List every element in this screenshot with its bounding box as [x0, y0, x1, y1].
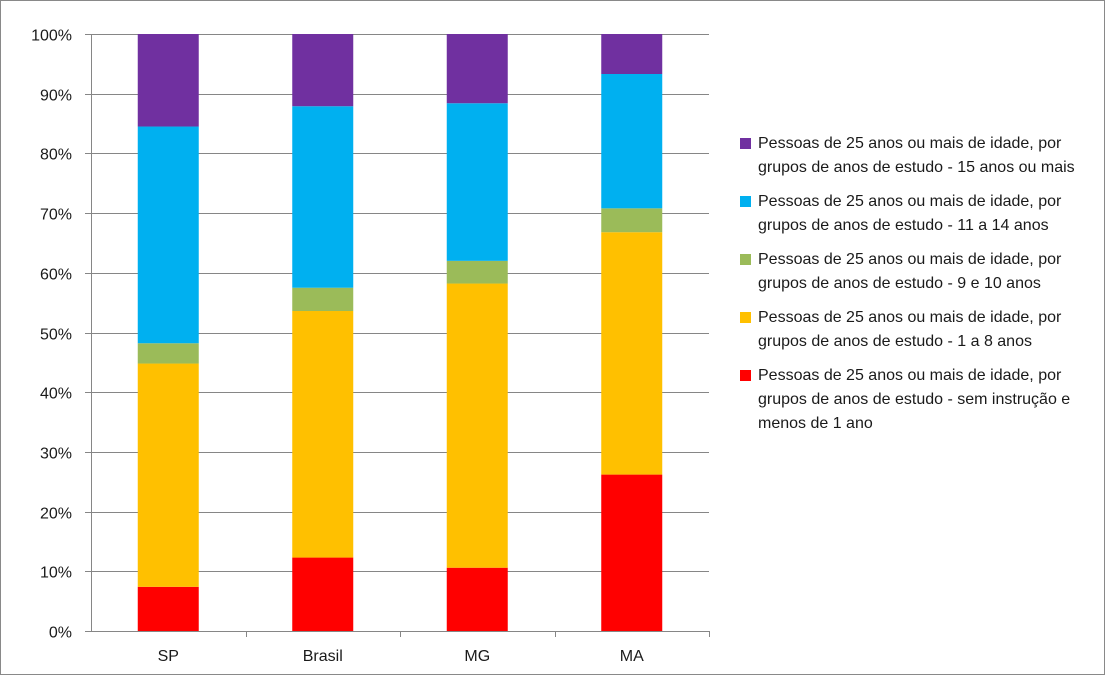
- y-tick-label: 30%: [40, 446, 72, 463]
- legend-item: Pessoas de 25 anos ou mais de idade, por…: [740, 190, 1090, 238]
- y-tick-label: 80%: [40, 147, 72, 164]
- bar-segment-mg-series-5: [446, 34, 508, 104]
- y-tick-label: 90%: [40, 88, 72, 105]
- bar-segment-brasil-series-4: [292, 106, 354, 288]
- legend: Pessoas de 25 anos ou mais de idade, por…: [740, 132, 1090, 446]
- bar-segment-sp-series-4: [137, 126, 199, 344]
- bar-segment-brasil-series-2: [292, 311, 354, 558]
- y-tick-label: 70%: [40, 207, 72, 224]
- y-tick-label: 10%: [40, 565, 72, 582]
- legend-item: Pessoas de 25 anos ou mais de idade, por…: [740, 306, 1090, 354]
- legend-label: Pessoas de 25 anos ou mais de idade, por…: [758, 309, 1062, 350]
- y-tick-label: 50%: [40, 327, 72, 344]
- legend-swatch: [740, 138, 751, 149]
- bar-segment-mg-series-3: [446, 260, 508, 284]
- legend-label: Pessoas de 25 anos ou mais de idade, por…: [758, 251, 1062, 292]
- bar-segment-mg-series-2: [446, 283, 508, 568]
- bar-segment-ma-series-2: [601, 232, 663, 475]
- x-tick-label: MG: [464, 648, 490, 665]
- bar-segment-ma-series-5: [601, 34, 663, 74]
- bar-segment-brasil-series-1: [292, 557, 354, 631]
- bar-segment-mg-series-1: [446, 567, 508, 631]
- bar-segment-sp-series-2: [137, 363, 199, 587]
- x-tick-label: MA: [620, 648, 644, 665]
- bar-segment-ma-series-1: [601, 474, 663, 631]
- y-tick-label: 0%: [49, 625, 72, 642]
- legend-swatch: [740, 370, 751, 381]
- bar-segment-ma-series-4: [601, 73, 663, 209]
- legend-label: Pessoas de 25 anos ou mais de idade, por…: [758, 135, 1075, 176]
- bar-segment-sp-series-3: [137, 343, 199, 364]
- legend-swatch: [740, 312, 751, 323]
- y-tick-label: 100%: [31, 28, 72, 45]
- bar-segment-brasil-series-3: [292, 287, 354, 312]
- bar-segment-brasil-series-5: [292, 34, 354, 107]
- y-tick-label: 40%: [40, 386, 72, 403]
- legend-item: Pessoas de 25 anos ou mais de idade, por…: [740, 364, 1090, 436]
- bar-segment-ma-series-3: [601, 208, 663, 233]
- bar-segment-mg-series-4: [446, 103, 508, 261]
- x-tick-label: Brasil: [303, 648, 343, 665]
- y-tick-label: 60%: [40, 267, 72, 284]
- y-tick-label: 20%: [40, 506, 72, 523]
- legend-item: Pessoas de 25 anos ou mais de idade, por…: [740, 132, 1090, 180]
- bar-segment-sp-series-5: [137, 34, 199, 127]
- legend-swatch: [740, 254, 751, 265]
- legend-label: Pessoas de 25 anos ou mais de idade, por…: [758, 193, 1062, 234]
- x-tick-label: SP: [158, 648, 179, 665]
- legend-swatch: [740, 196, 751, 207]
- legend-item: Pessoas de 25 anos ou mais de idade, por…: [740, 248, 1090, 296]
- legend-label: Pessoas de 25 anos ou mais de idade, por…: [758, 367, 1071, 432]
- bar-segment-sp-series-1: [137, 586, 199, 631]
